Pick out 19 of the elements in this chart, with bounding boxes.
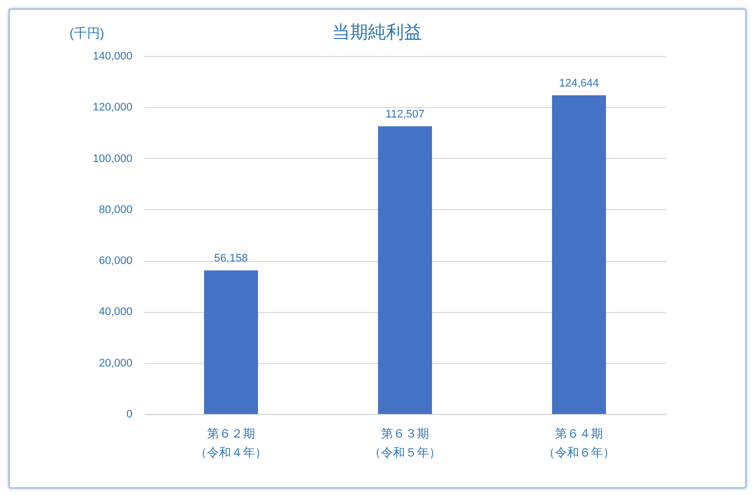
- data-label: 124,644: [559, 77, 599, 90]
- y-tick-label: 80,000: [98, 204, 132, 216]
- y-tick-label: 20,000: [98, 357, 132, 370]
- bar: [204, 270, 258, 414]
- x-tick-label: 第６３期（令和５年）: [369, 426, 441, 460]
- chart-title: 当期純利益: [332, 22, 422, 42]
- data-label: 112,507: [386, 108, 424, 120]
- y-tick-label: 60,000: [98, 255, 132, 268]
- y-tick-label: 0: [126, 408, 132, 420]
- x-tick-label: 第６２期（令和４年）: [195, 426, 267, 460]
- x-tick-label: 第６４期（令和６年）: [543, 426, 615, 460]
- y-tick-label: 100,000: [92, 152, 132, 165]
- data-label: 56,158: [214, 252, 248, 264]
- bar: [552, 95, 606, 414]
- y-tick-label: 120,000: [92, 102, 132, 114]
- y-axis-title: (千円): [70, 26, 104, 40]
- y-tick-label: 140,000: [92, 50, 132, 62]
- y-tick-label: 40,000: [98, 306, 132, 318]
- bar: [378, 126, 432, 414]
